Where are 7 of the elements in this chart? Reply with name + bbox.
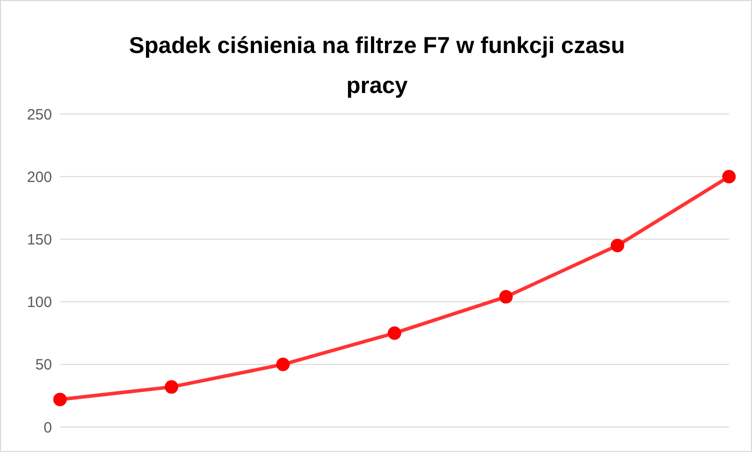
y-tick-label: 50 <box>35 356 52 374</box>
y-tick-label: 150 <box>26 232 52 249</box>
chart-title: Spadek ciśnienia na filtrze F7 w funkcji czasu pracy <box>128 31 626 100</box>
y-tick-label: 0 <box>44 419 52 436</box>
y-tick-label: 100 <box>26 294 52 312</box>
y-tick-label: 250 <box>26 106 52 124</box>
y-tick-label: 200 <box>26 168 52 186</box>
